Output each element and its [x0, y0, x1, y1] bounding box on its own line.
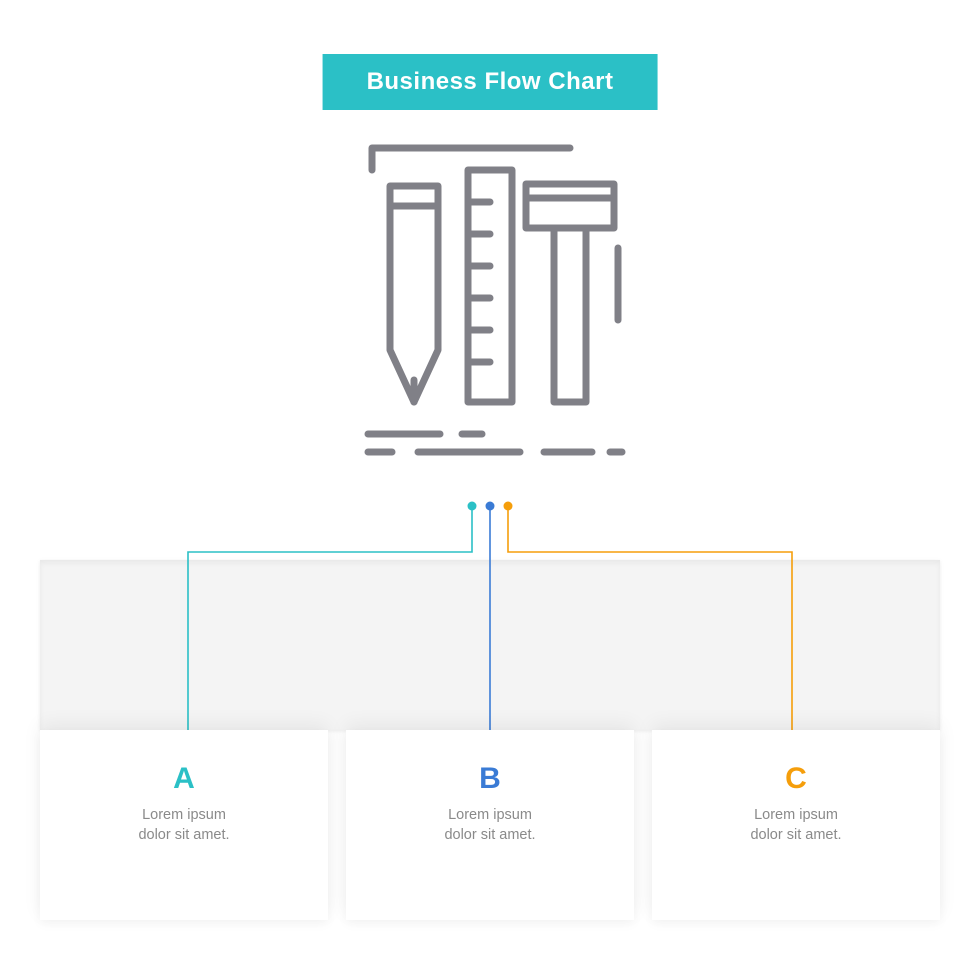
card-c-text: Lorem ipsum dolor sit amet.	[652, 806, 940, 845]
connectors	[0, 490, 980, 730]
card-c-letter: C	[652, 762, 940, 796]
card-b-text: Lorem ipsum dolor sit amet.	[346, 806, 634, 845]
card-a-line2: dolor sit amet.	[138, 827, 229, 843]
design-tools-icon	[320, 140, 660, 480]
card-a-line1: Lorem ipsum	[142, 807, 226, 823]
card-b-line2: dolor sit amet.	[444, 827, 535, 843]
card-c-line1: Lorem ipsum	[754, 807, 838, 823]
card-a-text: Lorem ipsum dolor sit amet.	[40, 806, 328, 845]
card-a-letter: A	[40, 762, 328, 796]
card-c: C Lorem ipsum dolor sit amet.	[652, 730, 940, 920]
card-c-line2: dolor sit amet.	[750, 827, 841, 843]
card-b-letter: B	[346, 762, 634, 796]
card-b: B Lorem ipsum dolor sit amet.	[346, 730, 634, 920]
card-b-line1: Lorem ipsum	[448, 807, 532, 823]
title-banner: Business Flow Chart	[323, 54, 658, 110]
cards-row: A Lorem ipsum dolor sit amet. B Lorem ip…	[40, 730, 940, 920]
card-a: A Lorem ipsum dolor sit amet.	[40, 730, 328, 920]
